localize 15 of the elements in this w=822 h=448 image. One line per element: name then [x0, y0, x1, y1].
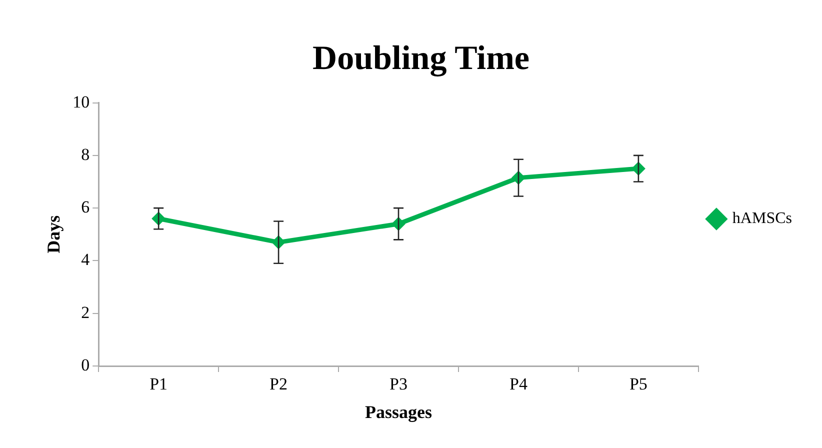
x-tick-label: P1: [150, 374, 168, 394]
x-tick-label: P2: [270, 374, 288, 394]
y-tick-label: 6: [81, 198, 90, 217]
legend-label: hAMSCs: [732, 210, 792, 228]
y-tick-label: 8: [81, 144, 90, 164]
x-axis-title: Passages: [365, 402, 432, 422]
y-tick-label: 10: [72, 92, 90, 112]
x-tick-label: P4: [509, 374, 528, 394]
y-axis-title: Days: [43, 215, 64, 254]
y-tick-label: 0: [81, 355, 90, 374]
chart-title: Doubling Time: [312, 40, 530, 78]
x-tick-label: P3: [390, 374, 408, 394]
y-tick-label: 2: [81, 302, 90, 322]
y-tick-label: 4: [81, 250, 90, 270]
x-tick-label: P5: [629, 374, 648, 394]
